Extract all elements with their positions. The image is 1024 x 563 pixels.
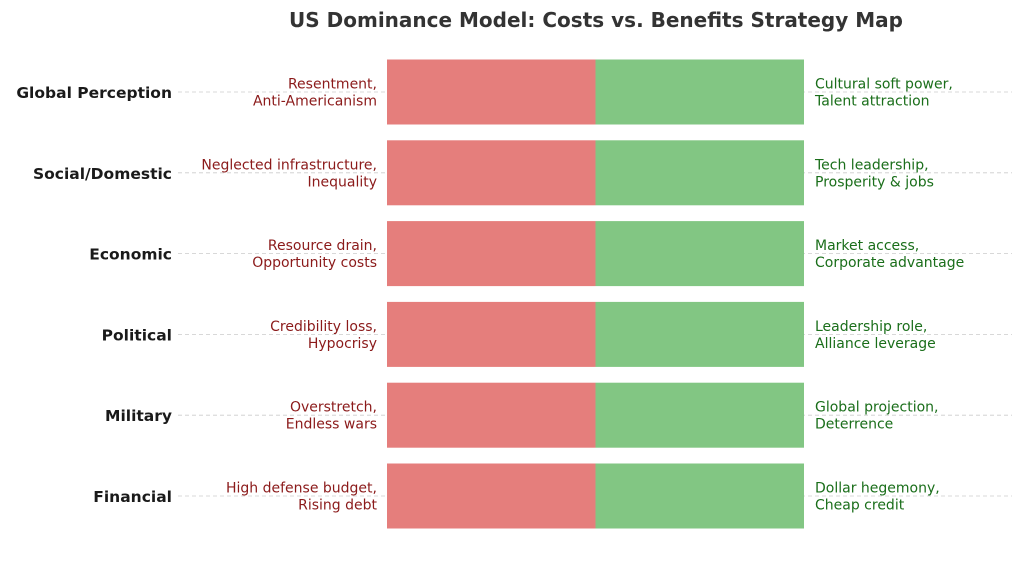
- cost-bar: [387, 221, 596, 287]
- category-label: Military: [105, 407, 172, 425]
- benefit-bar: [595, 59, 804, 125]
- label-layer: Global Perception Resentment, Anti-America…: [16, 77, 964, 514]
- benefit-bar: [595, 463, 804, 529]
- benefit-bar: [595, 301, 804, 367]
- cost-annotation: Overstretch, Endless wars: [286, 400, 377, 433]
- benefit-annotation-line: Cheap credit: [815, 498, 905, 514]
- category-label: Political: [102, 326, 172, 344]
- cost-annotation: Neglected infrastructure, Inequality: [201, 157, 377, 190]
- cost-annotation-line: High defense budget,: [226, 481, 377, 497]
- benefit-annotation-line: Tech leadership,: [814, 157, 929, 173]
- cost-bar: [387, 382, 596, 448]
- benefit-bar: [595, 382, 804, 448]
- benefit-annotation: Tech leadership, Prosperity & jobs: [814, 157, 934, 190]
- cost-annotation: High defense budget, Rising debt: [226, 481, 378, 514]
- cost-annotation-line: Resentment,: [288, 77, 377, 93]
- cost-annotation-line: Hypocrisy: [308, 336, 377, 352]
- benefit-annotation-line: Alliance leverage: [815, 336, 936, 352]
- benefit-annotation: Market access, Corporate advantage: [815, 238, 964, 271]
- cost-annotation: Resentment, Anti-Americanism: [253, 77, 377, 110]
- benefit-annotation-line: Leadership role,: [815, 319, 927, 335]
- cost-bar: [387, 140, 596, 206]
- cost-annotation-line: Overstretch,: [290, 400, 377, 416]
- cost-annotation-line: Anti-Americanism: [253, 94, 377, 110]
- benefit-annotation-line: Corporate advantage: [815, 255, 964, 271]
- cost-annotation-line: Credibility loss,: [270, 319, 377, 335]
- cost-annotation: Credibility loss, Hypocrisy: [270, 319, 377, 352]
- benefit-annotation: Leadership role, Alliance leverage: [815, 319, 936, 352]
- bar-layer: [387, 59, 804, 529]
- cost-bar: [387, 59, 596, 125]
- benefit-annotation: Cultural soft power, Talent attraction: [814, 77, 953, 110]
- cost-annotation-line: Rising debt: [298, 498, 377, 514]
- cost-bar: [387, 463, 596, 529]
- benefit-annotation: Dollar hegemony, Cheap credit: [815, 481, 940, 514]
- cost-annotation-line: Opportunity costs: [252, 255, 377, 271]
- benefit-annotation-line: Cultural soft power,: [815, 77, 953, 93]
- category-label: Financial: [93, 488, 172, 506]
- cost-annotation: Resource drain, Opportunity costs: [252, 238, 377, 271]
- benefit-annotation-line: Market access,: [815, 238, 919, 254]
- chart-title: US Dominance Model: Costs vs. Benefits S…: [289, 8, 903, 32]
- benefit-bar: [595, 140, 804, 206]
- benefit-annotation-line: Dollar hegemony,: [815, 481, 940, 497]
- benefit-annotation: Global projection, Deterrence: [815, 400, 938, 433]
- benefit-annotation-line: Deterrence: [815, 417, 893, 433]
- category-label: Economic: [89, 246, 172, 264]
- benefit-annotation-line: Talent attraction: [814, 94, 930, 110]
- cost-bar: [387, 301, 596, 367]
- category-label: Social/Domestic: [33, 165, 172, 183]
- cost-annotation-line: Inequality: [307, 174, 377, 190]
- benefit-annotation-line: Prosperity & jobs: [815, 174, 934, 190]
- category-label: Global Perception: [16, 84, 172, 102]
- benefit-bar: [595, 221, 804, 287]
- cost-annotation-line: Resource drain,: [268, 238, 377, 254]
- cost-annotation-line: Endless wars: [286, 417, 377, 433]
- cost-annotation-line: Neglected infrastructure,: [201, 157, 377, 173]
- benefit-annotation-line: Global projection,: [815, 400, 938, 416]
